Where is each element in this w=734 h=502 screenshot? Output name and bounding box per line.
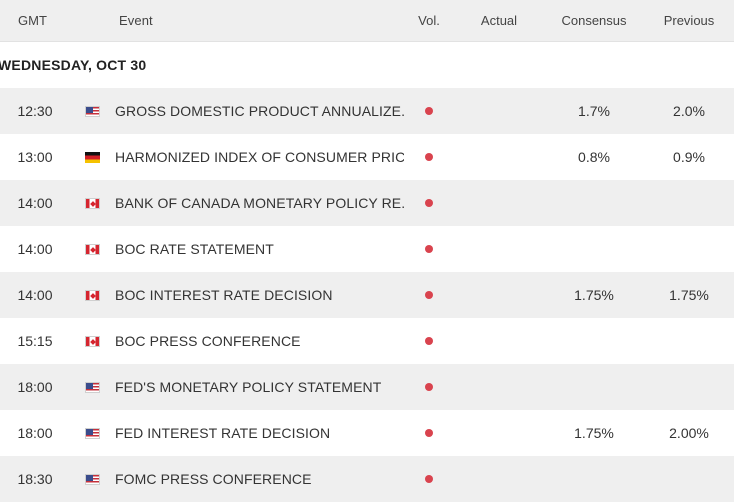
vol-column-header[interactable]: Vol. [418, 13, 440, 28]
event-time: 12:30 [17, 103, 53, 119]
country-flag [70, 427, 114, 439]
us-flag-icon [84, 473, 100, 485]
country-flag [70, 197, 114, 209]
volatility-indicator [404, 429, 454, 437]
date-label: WEDNESDAY, OCT 30 [0, 57, 147, 73]
volatility-dot-icon [425, 475, 433, 483]
volatility-dot-icon [425, 429, 433, 437]
ca-flag-icon [84, 289, 100, 301]
event-name[interactable]: GROSS DOMESTIC PRODUCT ANNUALIZE... [115, 103, 404, 119]
volatility-indicator [404, 383, 454, 391]
volatility-dot-icon [425, 337, 433, 345]
event-row[interactable]: 14:00 BOC INTEREST RATE DECISION 1.75% 1.75… [0, 272, 734, 318]
de-flag-icon [84, 151, 100, 163]
volatility-indicator [404, 475, 454, 483]
volatility-indicator [404, 107, 454, 115]
volatility-dot-icon [425, 107, 433, 115]
gmt-column-header[interactable]: GMT [18, 13, 47, 28]
country-flag [70, 381, 114, 393]
event-name[interactable]: BOC RATE STATEMENT [115, 241, 274, 257]
volatility-indicator [404, 291, 454, 299]
volatility-dot-icon [425, 245, 433, 253]
consensus-value: 0.8% [578, 149, 610, 165]
volatility-dot-icon [425, 199, 433, 207]
event-time: 15:15 [17, 333, 53, 349]
volatility-dot-icon [425, 291, 433, 299]
event-time: 18:00 [17, 379, 53, 395]
consensus-column-header[interactable]: Consensus [561, 13, 627, 28]
ca-flag-icon [84, 335, 100, 347]
ca-flag-icon [84, 243, 100, 255]
volatility-indicator [404, 153, 454, 161]
country-flag [70, 105, 114, 117]
event-row[interactable]: 18:30 FOMC PRESS CONFERENCE [0, 456, 734, 502]
volatility-dot-icon [425, 383, 433, 391]
event-row[interactable]: 14:00 BOC RATE STATEMENT [0, 226, 734, 272]
consensus-value: 1.7% [578, 103, 610, 119]
previous-value: 0.9% [673, 149, 705, 165]
event-row[interactable]: 18:00 FED INTEREST RATE DECISION 1.75% 2.00… [0, 410, 734, 456]
us-flag-icon [84, 105, 100, 117]
country-flag [70, 243, 114, 255]
event-time: 18:30 [17, 471, 53, 487]
country-flag [70, 335, 114, 347]
country-flag [70, 289, 114, 301]
volatility-indicator [404, 337, 454, 345]
event-row[interactable]: 12:30 GROSS DOMESTIC PRODUCT ANNUALIZE...… [0, 88, 734, 134]
event-name[interactable]: BOC INTEREST RATE DECISION [115, 287, 333, 303]
event-time: 13:00 [17, 149, 53, 165]
country-flag [70, 151, 114, 163]
event-name[interactable]: HARMONIZED INDEX OF CONSUMER PRIC... [115, 149, 404, 165]
previous-value: 2.0% [673, 103, 705, 119]
event-time: 14:00 [17, 241, 53, 257]
event-name[interactable]: FOMC PRESS CONFERENCE [115, 471, 312, 487]
previous-value: 1.75% [669, 287, 709, 303]
us-flag-icon [84, 427, 100, 439]
ca-flag-icon [84, 197, 100, 209]
event-row[interactable]: 14:00 BANK OF CANADA MONETARY POLICY RE..… [0, 180, 734, 226]
event-time: 14:00 [17, 195, 53, 211]
country-flag [70, 473, 114, 485]
event-time: 14:00 [17, 287, 53, 303]
date-group-header: WEDNESDAY, OCT 30 [0, 42, 734, 88]
event-column-header[interactable]: Event [119, 13, 153, 28]
table-header: GMT Event Vol. Actual Consensus Previous [0, 0, 734, 42]
previous-column-header[interactable]: Previous [663, 13, 715, 28]
actual-column-header[interactable]: Actual [480, 13, 518, 28]
previous-value: 2.00% [669, 425, 709, 441]
event-name[interactable]: BANK OF CANADA MONETARY POLICY RE... [115, 195, 404, 211]
event-name[interactable]: FED'S MONETARY POLICY STATEMENT [115, 379, 382, 395]
event-name[interactable]: BOC PRESS CONFERENCE [115, 333, 301, 349]
event-name[interactable]: FED INTEREST RATE DECISION [115, 425, 331, 441]
event-row[interactable]: 13:00 HARMONIZED INDEX OF CONSUMER PRIC..… [0, 134, 734, 180]
event-row[interactable]: 18:00 FED'S MONETARY POLICY STATEMENT [0, 364, 734, 410]
event-row[interactable]: 15:15 BOC PRESS CONFERENCE [0, 318, 734, 364]
event-time: 18:00 [17, 425, 53, 441]
consensus-value: 1.75% [574, 287, 614, 303]
us-flag-icon [84, 381, 100, 393]
volatility-dot-icon [425, 153, 433, 161]
volatility-indicator [404, 245, 454, 253]
volatility-indicator [404, 199, 454, 207]
event-rows: 12:30 GROSS DOMESTIC PRODUCT ANNUALIZE...… [0, 88, 734, 502]
consensus-value: 1.75% [574, 425, 614, 441]
